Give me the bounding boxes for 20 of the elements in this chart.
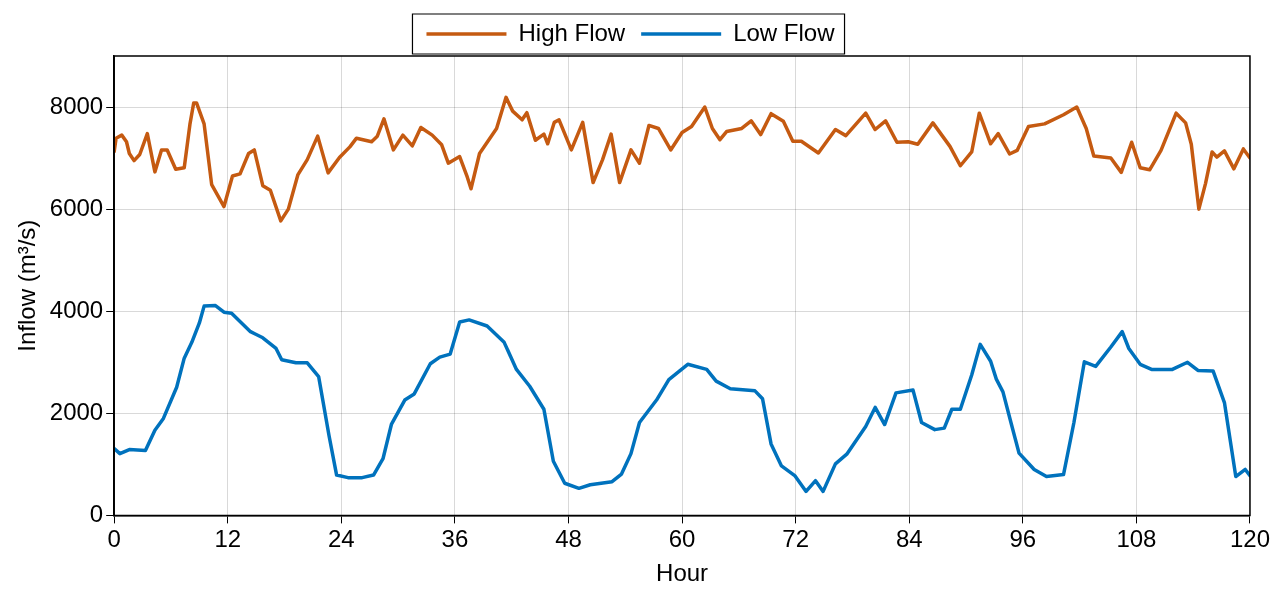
- x-tick-label: 48: [555, 525, 582, 553]
- y-tick-label: 4000: [49, 295, 104, 323]
- y-tick-label: 8000: [49, 91, 104, 119]
- x-axis-title: Hour: [656, 559, 709, 587]
- x-tick-label: 72: [782, 525, 810, 553]
- x-tick-label: 36: [441, 525, 469, 553]
- y-tick-label: 2000: [49, 397, 104, 425]
- x-tick-label: 84: [895, 525, 923, 553]
- x-tick-label: 108: [1116, 525, 1157, 553]
- legend-label: Low Flow: [733, 18, 836, 46]
- y-tick-label: 6000: [49, 193, 104, 221]
- y-tick-label: 0: [89, 500, 104, 528]
- x-tick-label: 96: [1009, 525, 1037, 553]
- x-tick-label: 24: [328, 525, 355, 553]
- x-tick-label: 60: [668, 525, 696, 553]
- x-tick-label: 0: [107, 525, 121, 553]
- legend-label: High Flow: [518, 18, 626, 46]
- x-tick-label: 12: [214, 525, 242, 553]
- x-tick-label: 120: [1229, 525, 1270, 553]
- y-axis-title: Inflow (m³/s): [13, 219, 41, 352]
